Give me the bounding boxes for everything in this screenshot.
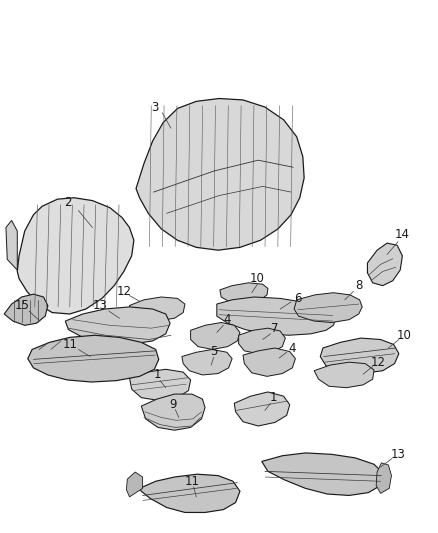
Polygon shape bbox=[136, 99, 304, 250]
Text: 5: 5 bbox=[210, 345, 217, 358]
Text: 12: 12 bbox=[371, 356, 386, 369]
Polygon shape bbox=[367, 243, 403, 286]
Text: 8: 8 bbox=[355, 279, 362, 292]
Text: 2: 2 bbox=[65, 196, 72, 209]
Text: 11: 11 bbox=[184, 475, 199, 488]
Polygon shape bbox=[4, 294, 48, 325]
Text: 7: 7 bbox=[271, 322, 279, 335]
Polygon shape bbox=[243, 348, 295, 376]
Polygon shape bbox=[141, 394, 205, 430]
Text: 3: 3 bbox=[151, 101, 158, 114]
Polygon shape bbox=[320, 338, 399, 374]
Text: 1: 1 bbox=[270, 391, 277, 404]
Text: 11: 11 bbox=[62, 338, 77, 351]
Text: 13: 13 bbox=[93, 299, 108, 312]
Polygon shape bbox=[65, 307, 170, 344]
Polygon shape bbox=[182, 350, 232, 375]
Polygon shape bbox=[6, 221, 17, 270]
Polygon shape bbox=[130, 369, 191, 400]
Polygon shape bbox=[314, 362, 374, 387]
Polygon shape bbox=[294, 293, 362, 322]
Text: 6: 6 bbox=[294, 292, 301, 305]
Polygon shape bbox=[217, 297, 336, 335]
Polygon shape bbox=[234, 392, 290, 426]
Text: 15: 15 bbox=[14, 299, 29, 312]
Polygon shape bbox=[17, 198, 134, 314]
Text: 4: 4 bbox=[289, 342, 296, 354]
Text: 4: 4 bbox=[223, 313, 231, 326]
Polygon shape bbox=[376, 463, 392, 494]
Polygon shape bbox=[130, 297, 185, 321]
Text: 10: 10 bbox=[397, 329, 412, 342]
Polygon shape bbox=[191, 322, 240, 350]
Text: 1: 1 bbox=[153, 368, 161, 382]
Polygon shape bbox=[140, 474, 240, 512]
Text: 13: 13 bbox=[391, 448, 406, 461]
Polygon shape bbox=[220, 283, 268, 302]
Polygon shape bbox=[262, 453, 384, 496]
Polygon shape bbox=[127, 472, 143, 497]
Text: 9: 9 bbox=[170, 398, 177, 411]
Text: 10: 10 bbox=[250, 272, 265, 285]
Polygon shape bbox=[28, 335, 159, 382]
Text: 14: 14 bbox=[395, 228, 410, 241]
Text: 12: 12 bbox=[117, 285, 131, 298]
Polygon shape bbox=[239, 328, 286, 354]
